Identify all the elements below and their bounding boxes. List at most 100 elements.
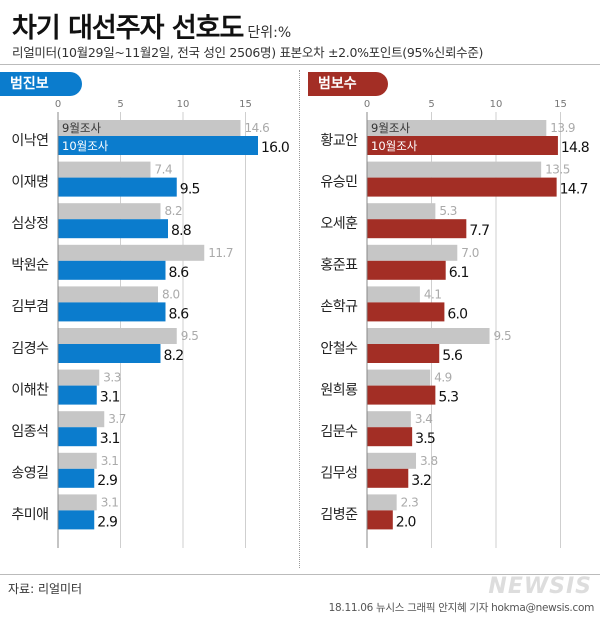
conservative-sep-bar xyxy=(367,328,490,344)
conservative-sep-bar xyxy=(367,286,420,303)
conservative-oct-value: 6.1 xyxy=(449,265,469,281)
progressive-oct-value: 2.9 xyxy=(97,514,117,530)
progressive-oct-value: 3.1 xyxy=(100,390,120,406)
progressive-candidate-name: 김부겸 xyxy=(11,299,48,315)
conservative-oct-value: 3.5 xyxy=(415,431,435,447)
conservative-sep-value: 3.4 xyxy=(415,412,433,426)
progressive-candidate-name: 박원순 xyxy=(11,258,49,274)
progressive-sep-bar xyxy=(58,286,158,303)
conservative-oct-bar xyxy=(367,219,467,239)
progressive-oct-bar xyxy=(58,260,166,280)
progressive-oct-value: 3.1 xyxy=(100,431,120,447)
progressive-oct-bar xyxy=(58,177,177,197)
progressive-oct-value: 8.8 xyxy=(171,223,191,239)
progressive-series-label-sep: 9월조사 xyxy=(62,121,101,135)
conservative-oct-bar xyxy=(367,302,445,322)
conservative-sep-value: 13.5 xyxy=(545,163,570,177)
conservative-tick-label: 5 xyxy=(428,99,434,110)
progressive-sep-value: 3.3 xyxy=(103,371,121,385)
conservative-oct-value: 14.7 xyxy=(560,182,588,198)
conservative-sep-value: 13.9 xyxy=(550,121,575,135)
bottom-divider xyxy=(0,574,600,575)
conservative-tick-label: 10 xyxy=(490,99,503,110)
progressive-oct-bar xyxy=(58,385,97,405)
conservative-candidate-name: 원희룡 xyxy=(320,382,358,398)
panel-separator xyxy=(299,70,300,568)
source-note: 자료: 리얼미터 xyxy=(8,582,83,596)
conservative-candidate-name: 오세훈 xyxy=(320,216,358,232)
progressive-sep-value: 8.0 xyxy=(162,287,180,301)
progressive-oct-value: 16.0 xyxy=(261,140,289,156)
progressive-oct-bar xyxy=(58,344,161,363)
conservative-sep-value: 2.3 xyxy=(401,495,419,509)
conservative-group-tag: 범보수 xyxy=(308,72,388,96)
conservative-oct-value: 7.7 xyxy=(469,223,489,239)
progressive-candidate-name: 심상정 xyxy=(11,216,48,232)
newsis-watermark: NEWSIS xyxy=(488,574,592,599)
progressive-sep-value: 11.7 xyxy=(208,246,233,260)
conservative-sep-bar xyxy=(367,203,436,220)
progressive-oct-value: 2.9 xyxy=(97,473,117,489)
conservative-oct-bar xyxy=(367,260,446,280)
conservative-series-label-oct: 10월조사 xyxy=(371,139,418,153)
progressive-series-label-oct: 10월조사 xyxy=(62,139,109,153)
progressive-oct-bar xyxy=(58,136,258,155)
conservative-tick-label: 15 xyxy=(554,99,567,110)
progressive-candidate-name: 이재명 xyxy=(11,174,48,190)
progressive-tick-label: 15 xyxy=(239,99,252,110)
conservative-oct-bar xyxy=(367,427,413,447)
conservative-oct-value: 5.3 xyxy=(438,390,458,406)
conservative-candidate-name: 김무성 xyxy=(320,466,357,482)
conservative-oct-bar xyxy=(367,136,558,155)
conservative-sep-bar xyxy=(367,369,431,386)
progressive-sep-value: 9.5 xyxy=(181,329,199,343)
progressive-oct-value: 8.6 xyxy=(169,306,190,322)
progressive-group-tag: 범진보 xyxy=(0,72,82,96)
conservative-oct-bar xyxy=(367,510,393,530)
top-divider xyxy=(0,64,600,65)
progressive-sep-value: 3.7 xyxy=(108,412,126,426)
conservative-candidate-name: 김문수 xyxy=(320,424,358,440)
progressive-sep-bar xyxy=(58,494,97,511)
conservative-sep-value: 4.1 xyxy=(424,287,442,301)
progressive-sep-bar xyxy=(58,244,205,261)
conservative-sep-bar xyxy=(367,494,397,511)
conservative-oct-bar xyxy=(367,344,440,363)
survey-subtitle: 리얼미터(10월29일~11월2일, 전국 성인 2506명) 표본오차 ±2.… xyxy=(12,45,484,60)
conservative-candidate-name: 유승민 xyxy=(320,174,357,190)
progressive-tick-label: 5 xyxy=(117,99,123,110)
conservative-sep-value: 9.5 xyxy=(494,329,512,343)
conservative-oct-value: 5.6 xyxy=(442,348,463,364)
progressive-candidate-name: 추미애 xyxy=(11,507,48,523)
progressive-candidate-name: 이해찬 xyxy=(11,382,49,398)
progressive-sep-bar xyxy=(58,203,161,220)
conservative-oct-bar xyxy=(367,177,557,197)
conservative-sep-value: 4.9 xyxy=(434,371,452,385)
progressive-sep-bar xyxy=(58,369,100,386)
progressive-oct-bar xyxy=(58,510,95,530)
progressive-sep-value: 3.1 xyxy=(101,495,119,509)
progressive-oct-bar xyxy=(58,302,166,322)
conservative-sep-value: 3.8 xyxy=(420,454,438,468)
progressive-sep-value: 3.1 xyxy=(101,454,119,468)
progressive-candidate-name: 이낙연 xyxy=(11,133,48,149)
conservative-sep-bar xyxy=(367,244,458,261)
conservative-oct-bar xyxy=(367,385,436,405)
conservative-oct-value: 14.8 xyxy=(561,140,589,156)
graphic-credit: 18.11.06 뉴시스 그래픽 안지혜 기자 hokma@newsis.com xyxy=(328,602,595,614)
conservative-candidate-name: 홍준표 xyxy=(320,258,358,274)
title-row: 차기 대선주자 선호도 단위:% xyxy=(12,6,291,45)
progressive-sep-value: 14.6 xyxy=(245,121,270,135)
conservative-sep-bar xyxy=(367,120,547,136)
progressive-oct-bar xyxy=(58,427,97,447)
progressive-sep-value: 7.4 xyxy=(155,163,173,177)
progressive-tick-label: 10 xyxy=(177,99,190,110)
progressive-candidate-name: 김경수 xyxy=(11,341,49,357)
progressive-sep-bar xyxy=(58,452,97,469)
progressive-sep-bar xyxy=(58,328,177,344)
conservative-sep-value: 5.3 xyxy=(439,204,457,218)
conservative-oct-value: 2.0 xyxy=(396,514,416,530)
conservative-candidate-name: 김병준 xyxy=(320,507,358,523)
conservative-oct-bar xyxy=(367,468,409,488)
